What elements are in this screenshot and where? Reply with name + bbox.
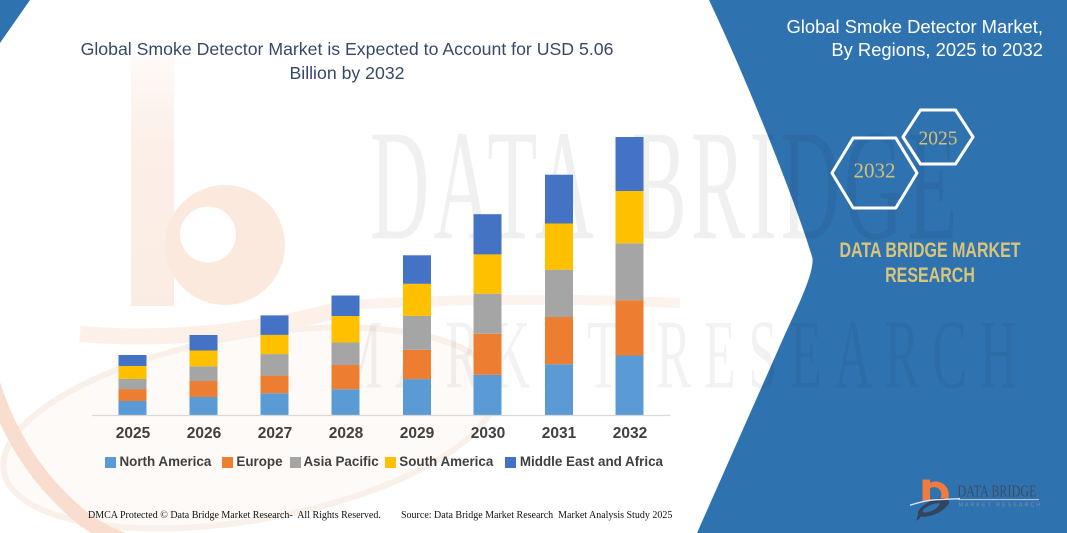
svg-text:2025: 2025 [919,129,958,150]
svg-text:2032: 2032 [854,159,896,183]
svg-text:DATA BRIDGE: DATA BRIDGE [958,483,1037,501]
svg-text:MARKET RESEARCH: MARKET RESEARCH [959,502,1043,508]
